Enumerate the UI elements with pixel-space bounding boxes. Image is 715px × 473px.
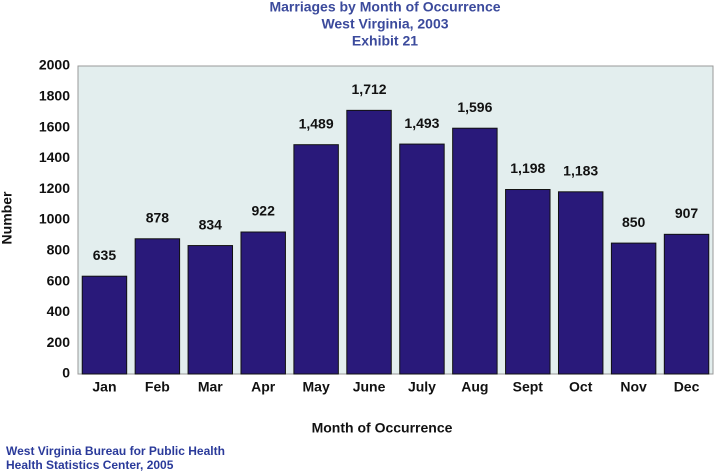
- bar: [505, 189, 551, 375]
- value-label: 1,493: [404, 115, 439, 131]
- y-tick-label: 1600: [39, 118, 70, 134]
- y-tick-label: 1800: [39, 88, 70, 104]
- chart-title: Marriages by Month of Occurrence: [269, 0, 500, 15]
- x-tick-label: Sept: [513, 379, 544, 395]
- bar: [81, 275, 128, 375]
- x-tick-label: Jan: [92, 379, 116, 395]
- bar: [134, 238, 181, 375]
- x-tick-label: May: [303, 379, 330, 395]
- y-tick-label: 1400: [39, 149, 70, 165]
- y-tick-label: 1200: [39, 180, 70, 196]
- x-tick-label: Nov: [620, 379, 647, 395]
- value-label: 878: [146, 209, 170, 225]
- value-label: 850: [622, 214, 646, 230]
- bar: [346, 109, 392, 375]
- bar: [610, 242, 657, 375]
- value-label: 834: [199, 216, 223, 232]
- x-tick-label: Dec: [674, 379, 700, 395]
- y-tick-label: 200: [47, 334, 71, 350]
- bar: [663, 233, 710, 375]
- bar: [293, 144, 339, 375]
- x-axis-title: Month of Occurrence: [312, 420, 453, 436]
- y-tick-label: 0: [62, 365, 70, 381]
- bar: [240, 231, 286, 375]
- value-label: 1,596: [457, 99, 492, 115]
- x-tick-label: Aug: [461, 379, 488, 395]
- bar: [557, 191, 604, 375]
- source: Health Statistics Center, 2005: [6, 458, 174, 472]
- value-label: 1,489: [299, 115, 334, 131]
- value-label: 922: [252, 203, 276, 219]
- chart-subtitle: West Virginia, 2003: [321, 16, 448, 32]
- x-tick-label: Feb: [145, 379, 170, 395]
- y-tick-label: 400: [47, 303, 71, 319]
- bar: [399, 143, 445, 375]
- value-label: 635: [93, 247, 117, 263]
- source: West Virginia Bureau for Public Health: [6, 444, 225, 458]
- value-label: 1,183: [563, 163, 598, 179]
- value-label: 907: [675, 205, 699, 221]
- bar: [452, 127, 498, 375]
- y-tick-label: 1000: [39, 211, 70, 227]
- value-label: 1,198: [510, 160, 545, 176]
- chart-subtitle: Exhibit 21: [352, 33, 418, 49]
- x-tick-label: Mar: [198, 379, 223, 395]
- y-axis-title: Number: [0, 191, 15, 244]
- x-tick-label: Apr: [251, 379, 276, 395]
- x-tick-label: Oct: [569, 379, 593, 395]
- value-label: 1,712: [352, 81, 387, 97]
- bar: [187, 245, 234, 375]
- plot-area: [77, 65, 714, 375]
- y-tick-label: 2000: [39, 57, 70, 73]
- y-tick-label: 800: [47, 242, 71, 258]
- x-tick-label: June: [353, 379, 386, 395]
- y-tick-label: 600: [47, 272, 71, 288]
- x-tick-label: July: [408, 379, 436, 395]
